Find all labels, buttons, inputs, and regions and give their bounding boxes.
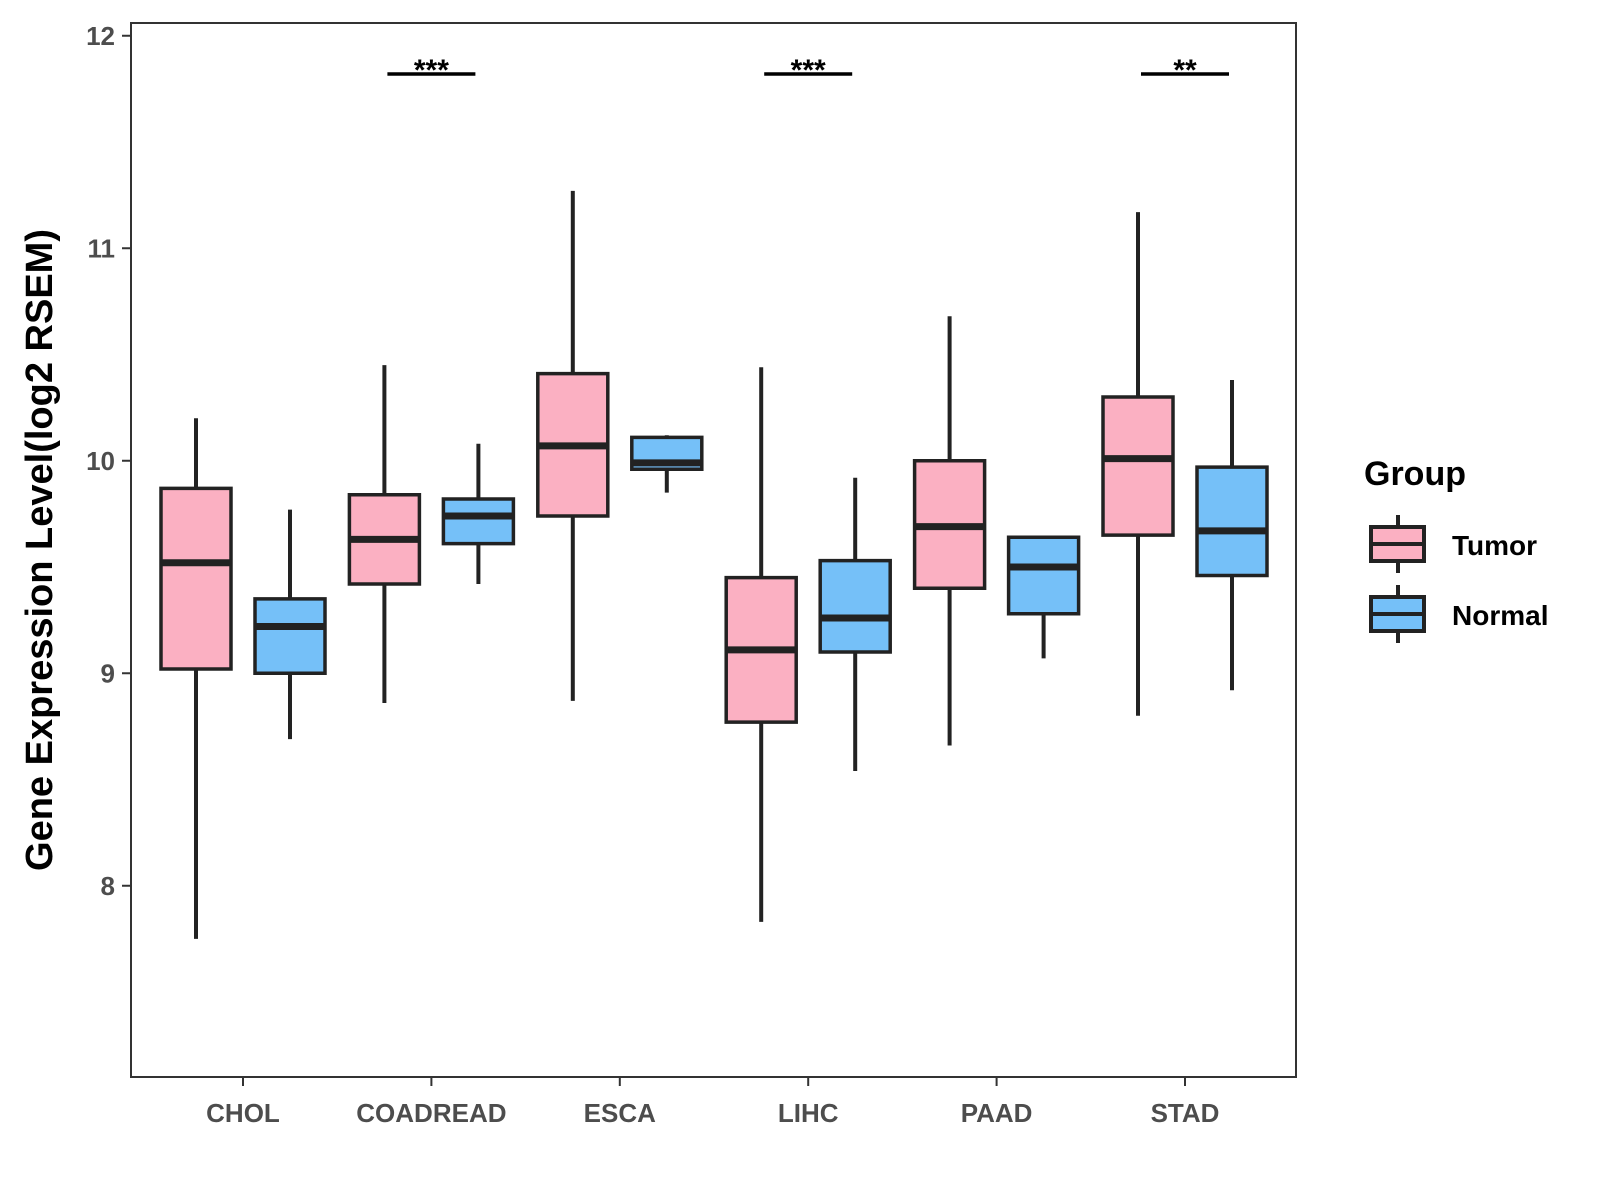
legend-title: Group	[1364, 455, 1466, 493]
box-tumor-stad	[1101, 212, 1175, 716]
y-tick-label: 9	[101, 658, 115, 688]
box-tumor-chol	[159, 418, 233, 939]
box-normal-lihc	[818, 477, 892, 771]
box-body	[253, 597, 327, 675]
box-normal-stad	[1195, 380, 1269, 691]
box-body	[159, 486, 233, 671]
legend-entry-normal: Normal	[1369, 585, 1548, 643]
x-axis: CHOL COADREAD ESCA LIHC PAAD STAD	[206, 1077, 1219, 1128]
y-tick-label: 11	[88, 233, 116, 263]
box-tumor-lihc	[724, 367, 798, 922]
significance-label-stad: **	[1173, 54, 1197, 87]
box-normal-coadread	[441, 443, 516, 584]
legend-entry-tumor: Tumor	[1369, 515, 1537, 573]
box-tumor-esca	[536, 190, 610, 701]
x-tick-label-coadread: COADREAD	[356, 1098, 506, 1128]
box-normal-paad	[1006, 535, 1081, 659]
box-body	[1006, 535, 1081, 616]
x-tick-label-esca: ESCA	[584, 1098, 656, 1128]
legend-normal-label: Normal	[1452, 600, 1548, 631]
box-normal-chol	[253, 509, 327, 740]
x-tick-label-chol: CHOL	[206, 1098, 280, 1128]
boxes	[159, 190, 1269, 939]
box-body	[1195, 465, 1269, 578]
significance-label-coadread: ***	[414, 54, 449, 87]
box-body	[818, 558, 892, 654]
box-tumor-coadread	[347, 365, 422, 703]
y-tick-label: 12	[86, 21, 115, 51]
x-tick-label-lihc: LIHC	[778, 1098, 839, 1128]
significance-annotations: *** *** **	[387, 54, 1229, 87]
significance-label-lihc: ***	[791, 54, 826, 87]
box-normal-esca	[630, 435, 704, 493]
y-tick-label: 10	[86, 446, 115, 476]
x-tick-label-stad: STAD	[1151, 1098, 1220, 1128]
y-axis-title: Gene Expression Level(log2 RSEM)	[19, 229, 61, 871]
box-body	[1101, 395, 1175, 537]
x-tick-label-paad: PAAD	[961, 1098, 1033, 1128]
box-tumor-paad	[912, 316, 987, 746]
legend-tumor-label: Tumor	[1452, 530, 1537, 561]
box-body	[441, 497, 516, 546]
y-axis: 8 9 10 11 12	[86, 21, 131, 901]
y-tick-label: 8	[101, 871, 115, 901]
legend: Group Tumor Normal	[1364, 455, 1548, 643]
plot-panel	[130, 22, 1297, 1078]
